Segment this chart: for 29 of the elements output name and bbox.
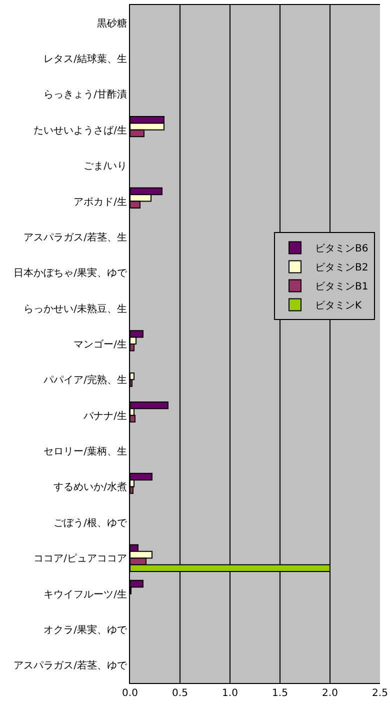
x-tick-label: 2.5 [372, 688, 388, 699]
x-tick-label: 2.0 [322, 688, 338, 699]
y-tick-label: らっかせい/未熟豆、生 [24, 302, 127, 315]
y-tick-label: バナナ/生 [82, 410, 127, 422]
y-tick-label: らっきょう/甘酢漬 [44, 88, 127, 101]
y-tick-label: ココア/ピュアココア [34, 554, 127, 565]
y-tick-label: たいせいようさば/生 [34, 124, 127, 136]
y-tick-label: 日本かぼちゃ/果実、ゆで [14, 267, 128, 280]
x-tick-label: 1.0 [222, 688, 238, 699]
y-tick-label: ごぼう/根、ゆで [54, 516, 128, 529]
y-tick-label: アスパラガス/若茎、生 [24, 231, 127, 244]
y-tick-label: パパイア/完熟、生 [42, 374, 127, 386]
y-tick-label: アボカド/生 [74, 196, 127, 208]
legend-label: ビタミンB2 [315, 262, 368, 274]
y-tick-label: するめいか/水煮 [54, 481, 127, 494]
y-tick-label: マンゴー/生 [74, 338, 127, 350]
legend-label: ビタミンB1 [315, 282, 368, 293]
legend-label: ビタミンK [315, 300, 362, 312]
y-tick-label: アスパラガス/若茎、ゆで [14, 660, 128, 672]
y-tick-label: オクラ/果実、ゆで [44, 624, 128, 636]
y-tick-label: レタス/結球葉、生 [44, 53, 127, 66]
y-tick-label: セロリー/葉柄、生 [44, 446, 127, 458]
x-tick-label: 0.5 [172, 688, 188, 699]
y-tick-label: キウイフルーツ/生 [44, 588, 127, 600]
y-tick-label: ごま/いり [84, 161, 127, 172]
x-tick-label: 1.5 [272, 688, 288, 699]
legend-label: ビタミンB6 [315, 244, 368, 255]
x-tick-label: 0.0 [122, 688, 138, 699]
y-tick-label: 黒砂糖 [97, 17, 127, 30]
